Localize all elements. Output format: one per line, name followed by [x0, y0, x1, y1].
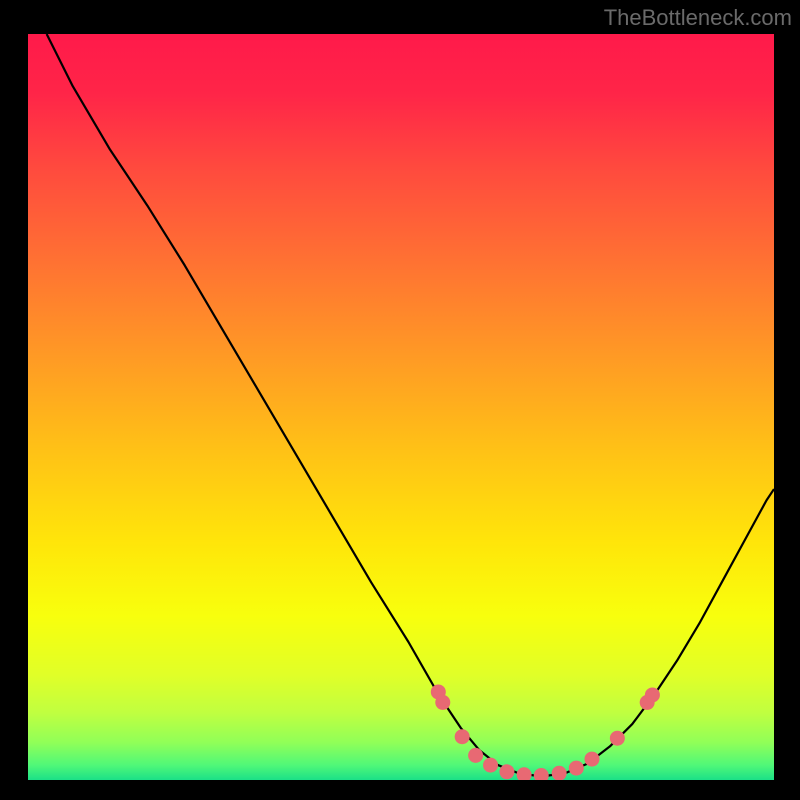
marker-dot: [584, 752, 599, 767]
marker-dot: [645, 687, 660, 702]
gradient-background: [28, 34, 774, 780]
marker-dot: [483, 758, 498, 773]
marker-dot: [610, 731, 625, 746]
marker-dot: [435, 695, 450, 710]
marker-dot: [468, 748, 483, 763]
marker-dot: [569, 761, 584, 776]
chart-svg: [28, 34, 774, 780]
chart-plot-area: [28, 34, 774, 780]
attribution-text: TheBottleneck.com: [604, 5, 792, 31]
marker-dot: [455, 729, 470, 744]
marker-dot: [499, 764, 514, 779]
